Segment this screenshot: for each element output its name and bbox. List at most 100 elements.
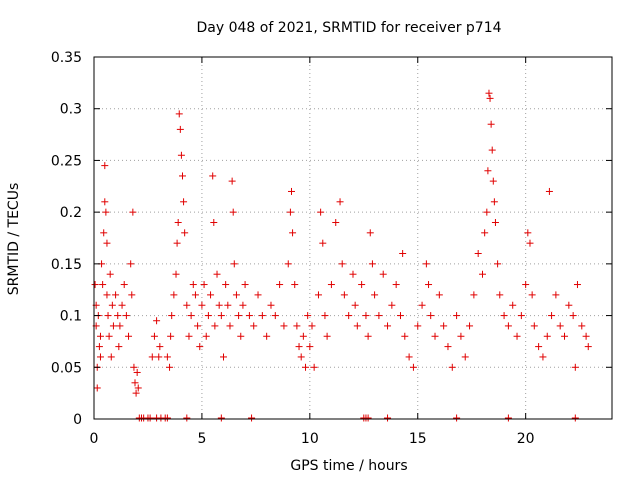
data-point-marker [528, 291, 536, 299]
data-point-marker [490, 198, 498, 206]
y-tick-labels: 0 0.05 0.1 0.15 0.2 0.25 0.3 0.35 [51, 50, 82, 428]
data-point-marker [351, 301, 359, 309]
data-point-marker [366, 229, 374, 237]
data-point-marker [479, 270, 486, 278]
data-point-marker [175, 110, 183, 118]
data-point-marker [431, 332, 439, 340]
data-point-marker [504, 322, 512, 330]
y-tick-label: 0.1 [60, 309, 82, 325]
data-point-marker [494, 260, 502, 268]
data-point-marker [235, 312, 243, 320]
data-point-marker [405, 353, 413, 361]
data-point-marker [102, 208, 110, 216]
data-point-marker [267, 301, 275, 309]
y-tick-label: 0 [73, 412, 82, 428]
data-point-marker [187, 312, 195, 320]
data-point-marker [353, 322, 361, 330]
data-point-marker [196, 343, 204, 351]
data-point-marker [93, 384, 101, 392]
data-point-marker [211, 322, 219, 330]
data-point-marker [299, 332, 307, 340]
data-point-marker [444, 343, 452, 351]
data-point-marker [584, 343, 592, 351]
zero-point-marker [146, 414, 154, 422]
data-point-marker [170, 291, 178, 299]
data-point-marker [232, 291, 240, 299]
data-point-marker [509, 301, 517, 309]
zero-point-marker [571, 414, 579, 422]
data-point-marker [228, 177, 236, 185]
data-point-marker [304, 312, 312, 320]
data-point-marker [153, 317, 161, 325]
y-tick-label: 0.35 [51, 50, 82, 66]
data-point-marker [457, 332, 465, 340]
data-point-marker [207, 291, 215, 299]
data-point-marker [101, 198, 109, 206]
data-point-marker [103, 239, 111, 247]
data-point-marker [173, 239, 181, 247]
data-point-marker [194, 322, 202, 330]
data-point-marker [230, 260, 238, 268]
data-point-marker [150, 332, 158, 340]
data-point-marker [295, 343, 303, 351]
zero-point-marker [248, 414, 256, 422]
data-point-marker [103, 291, 111, 299]
data-point-marker [323, 332, 331, 340]
data-point-marker [466, 322, 474, 330]
y-axis-label: SRMTID / TECUs [6, 183, 22, 296]
data-point-marker [254, 291, 262, 299]
data-point-marker [176, 125, 184, 133]
data-point-marker [483, 208, 491, 216]
data-point-marker [543, 332, 551, 340]
data-point-marker [418, 301, 426, 309]
x-tick-label: 15 [409, 431, 427, 447]
data-point-marker [364, 332, 372, 340]
data-point-marker [488, 146, 496, 154]
data-point-marker [414, 322, 422, 330]
data-point-marker [125, 332, 133, 340]
data-point-marker [91, 281, 99, 289]
data-point-marker [241, 281, 249, 289]
data-point-marker [129, 208, 137, 216]
points-layer [91, 89, 592, 422]
x-tick-label: 10 [301, 431, 319, 447]
data-point-marker [489, 177, 497, 185]
data-point-marker [375, 312, 383, 320]
axis-ticks [93, 56, 612, 420]
data-point-marker [358, 281, 366, 289]
data-point-marker [513, 332, 521, 340]
data-point-marker [321, 312, 329, 320]
data-point-marker [130, 363, 138, 371]
grid-layer [94, 57, 612, 419]
data-point-marker [565, 301, 573, 309]
x-tick-label: 5 [197, 431, 206, 447]
data-point-marker [345, 312, 353, 320]
data-point-marker [371, 291, 379, 299]
x-tick-labels: 0 5 10 15 20 [90, 431, 535, 447]
data-point-marker [178, 172, 186, 180]
data-point-marker [100, 229, 108, 237]
data-point-marker [481, 229, 489, 237]
data-point-marker [319, 239, 327, 247]
data-point-marker [396, 312, 404, 320]
data-point-marker [302, 363, 310, 371]
data-point-marker [185, 332, 193, 340]
y-tick-label: 0.05 [51, 360, 82, 376]
data-point-marker [127, 260, 135, 268]
data-point-marker [250, 322, 258, 330]
data-point-marker [297, 353, 305, 361]
data-point-marker [422, 260, 430, 268]
data-point-marker [271, 312, 279, 320]
data-point-marker [291, 281, 299, 289]
data-point-marker [484, 167, 492, 175]
data-point-marker [448, 363, 456, 371]
data-point-marker [167, 332, 175, 340]
zero-point-marker [453, 414, 461, 422]
data-point-marker [116, 322, 124, 330]
x-tick-label: 0 [90, 431, 99, 447]
data-point-marker [280, 322, 288, 330]
data-point-marker [548, 312, 556, 320]
data-point-marker [500, 312, 508, 320]
data-point-marker [148, 353, 156, 361]
data-point-marker [120, 281, 128, 289]
